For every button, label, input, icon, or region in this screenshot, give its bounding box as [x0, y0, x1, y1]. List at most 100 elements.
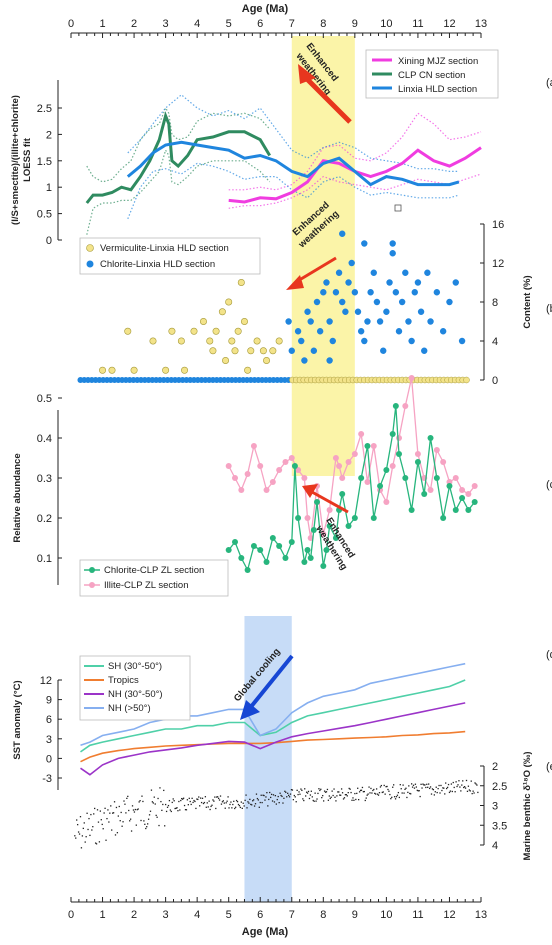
panel-e-point	[460, 790, 462, 792]
panel-e-point	[105, 839, 107, 841]
panel-e-point	[162, 803, 164, 806]
panel-e-point	[241, 807, 243, 810]
panel-e-point	[373, 788, 375, 791]
panel-e-point	[248, 802, 250, 804]
panel-e-point	[122, 821, 124, 823]
panel-e-point	[447, 783, 450, 786]
panel-e-point	[401, 792, 403, 794]
panel-e-point	[340, 794, 342, 796]
panel-b-point-1	[339, 298, 346, 306]
panel-e-point	[130, 830, 133, 832]
panel-c-point-1	[238, 487, 245, 493]
y-tick-label: 2	[492, 761, 498, 773]
top-tick-label: 9	[352, 18, 358, 30]
panel-c: 0.1 0.2 0.3 0.4 0.5 Relative abundance Chlor…	[12, 375, 478, 597]
panel-b-point-0	[181, 366, 189, 374]
panel-e-point	[225, 802, 227, 804]
panel-e-point	[199, 805, 201, 807]
panel-e-point	[175, 807, 177, 809]
panel-e-point	[395, 796, 398, 798]
panel-e-point	[176, 807, 178, 809]
panel-e-point	[143, 820, 145, 822]
panel-e-point	[103, 812, 105, 814]
panel-e-point	[444, 793, 446, 795]
red-arrow-b	[295, 256, 337, 284]
panel-b-point-1	[367, 289, 374, 296]
panel-e-point	[135, 824, 137, 826]
panel-b-point-1	[417, 308, 425, 315]
panel-e-point	[99, 810, 101, 812]
panel-e-point	[111, 829, 113, 831]
y-tick-label: 0.5	[37, 209, 52, 221]
panel-letter-d: (d	[546, 649, 552, 661]
panel-e-point	[189, 800, 191, 803]
panel-e-point	[95, 843, 98, 845]
legend-marker-chlorite-linxia	[86, 260, 94, 268]
panel-e-point	[97, 821, 100, 823]
panel-e-point	[80, 847, 83, 849]
panel-e-point	[235, 806, 237, 808]
panel-b-point-0	[240, 317, 248, 325]
red-arrowhead-b	[286, 275, 304, 290]
panel-e-point	[332, 794, 334, 797]
panel-e-point	[380, 784, 383, 787]
panel-e-point	[258, 806, 260, 808]
panel-e-point	[182, 797, 185, 799]
panel-c-point-1	[320, 531, 327, 537]
panel-b-point-1	[313, 298, 321, 306]
panel-e-point	[96, 809, 99, 811]
panel-e-point	[229, 803, 231, 806]
panel-letter-b: (b	[546, 303, 552, 315]
legend-nh-mid: NH (30°-50°)	[108, 689, 163, 700]
panel-e-point	[305, 795, 307, 797]
panel-e-point	[134, 808, 137, 811]
panel-e-point	[136, 809, 138, 811]
panel-b-point-1	[316, 328, 324, 335]
bottom-tick-label: 9	[352, 909, 358, 921]
panel-e-point	[357, 787, 359, 789]
panel-e-point	[146, 826, 148, 828]
panel-e-point	[124, 803, 126, 805]
panel-e-point	[338, 791, 340, 793]
panel-e-point	[163, 789, 165, 792]
panel-e-point	[242, 802, 244, 804]
panel-e-point	[79, 816, 82, 818]
panel-e-point	[199, 797, 202, 799]
panel-b-point-0	[253, 337, 261, 345]
panel-e-point	[140, 819, 142, 822]
panel-b-point-1	[458, 337, 466, 345]
panel-e-point	[212, 799, 214, 801]
panel-b-point-0	[269, 347, 277, 355]
panel-e-point	[190, 803, 192, 806]
red-arrow-a	[302, 74, 352, 124]
panel-e-point	[223, 802, 225, 804]
panel-c-point-1	[288, 455, 295, 461]
y-tick-label: 2	[46, 129, 52, 141]
panel-e-point	[269, 791, 271, 794]
panel-b-point-0	[225, 298, 233, 306]
y-tick-label: 3.5	[492, 820, 507, 832]
panel-c-point-0	[408, 507, 415, 513]
panel-e-point	[209, 808, 211, 811]
panel-c-point-1	[263, 487, 270, 493]
panel-e-point	[251, 804, 253, 806]
panel-e-point	[262, 794, 264, 796]
panel-e-point	[410, 783, 413, 785]
panel-b-point-1	[351, 289, 359, 296]
panel-e-point	[383, 784, 385, 787]
panel-e-point	[260, 794, 262, 796]
panel-e-point	[74, 835, 76, 837]
panel-c-point-1	[370, 443, 377, 449]
panel-e-point	[112, 812, 114, 814]
panel-e-point	[210, 805, 212, 808]
panel-e-point	[239, 806, 242, 809]
panel-c-point-0	[323, 547, 330, 553]
panel-e-point	[322, 794, 324, 797]
panel-e-point	[465, 779, 468, 782]
panel-e-point	[417, 790, 419, 792]
panel-b-point-1	[326, 357, 333, 364]
blue-arrowhead-d	[240, 700, 260, 720]
panel-b-point-1	[389, 250, 396, 257]
panel-e-point	[437, 787, 439, 790]
y-tick-label: 16	[492, 219, 504, 231]
